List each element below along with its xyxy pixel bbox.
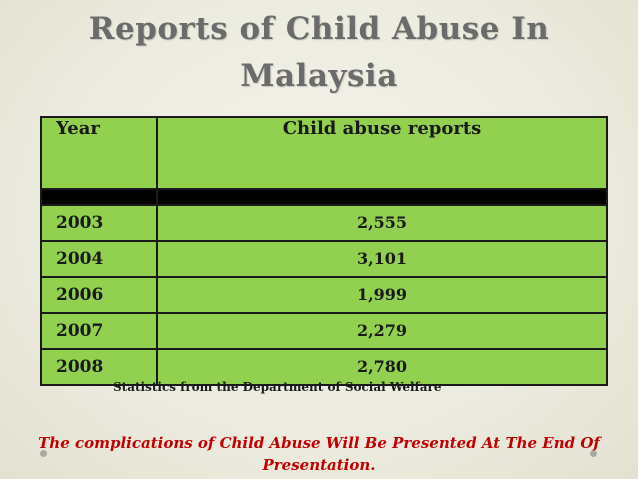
header-separator [40, 188, 608, 206]
table-row: 2004 3,101 [40, 239, 608, 278]
title-line-1: Reports of Child Abuse In [88, 11, 550, 47]
table-row: 2008 2,780 [40, 347, 608, 387]
cell-reports: 2,555 [156, 203, 608, 242]
cell-reports: 1,999 [156, 275, 608, 314]
cell-reports: 3,101 [156, 239, 608, 278]
table-header-row: Year Child abuse reports [40, 115, 608, 191]
footer-line-1: The complications of Child Abuse Will Be… [38, 434, 600, 452]
cell-reports: 2,279 [156, 311, 608, 350]
table-row: 2006 1,999 [40, 275, 608, 314]
cell-year: 2008 [40, 347, 158, 387]
cell-year: 2004 [40, 239, 158, 278]
bullet-dot-icon [40, 450, 47, 457]
table-row: 2003 2,555 [40, 203, 608, 242]
footer-line-2: Presentation. [262, 456, 376, 474]
bullet-dot-icon [590, 450, 597, 457]
abuse-reports-table: Year Child abuse reports 2003 2,555 2004… [40, 115, 608, 387]
title-line-2: Malaysia [240, 58, 398, 94]
cell-year: 2006 [40, 275, 158, 314]
source-note: Statistics from the Department of Social… [113, 380, 442, 394]
header-reports: Child abuse reports [156, 115, 608, 191]
header-year: Year [40, 115, 158, 191]
cell-reports: 2,780 [156, 347, 608, 387]
cell-year: 2007 [40, 311, 158, 350]
cell-year: 2003 [40, 203, 158, 242]
footer-note: The complications of Child Abuse Will Be… [28, 432, 610, 476]
table-row: 2007 2,279 [40, 311, 608, 350]
slide-title: Reports of Child Abuse In Malaysia [0, 6, 638, 100]
